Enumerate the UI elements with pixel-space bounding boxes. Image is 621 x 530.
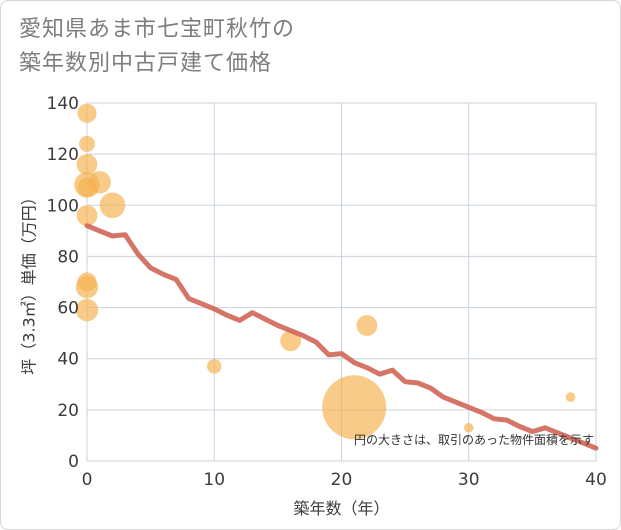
data-bubble <box>75 298 99 322</box>
data-bubble <box>79 135 95 152</box>
data-bubble <box>76 153 98 175</box>
data-bubble <box>207 359 222 374</box>
x-tick-label: 20 <box>331 470 353 490</box>
x-axis-title: 築年数（年） <box>293 499 389 518</box>
y-tick-label: 140 <box>47 94 79 114</box>
chart-title-line-1: 愛知県あま市七宝町秋竹の <box>19 17 296 42</box>
tick-labels: 0 10 20 30 40 0 20 40 60 80 100 120 140 <box>47 94 607 490</box>
data-bubble <box>280 330 301 352</box>
data-bubble <box>77 103 97 123</box>
y-tick-label: 120 <box>47 145 79 165</box>
x-tick-label: 40 <box>585 470 607 490</box>
y-tick-label: 0 <box>68 452 79 472</box>
x-tick-label: 0 <box>82 470 93 490</box>
data-bubble <box>75 275 99 299</box>
data-bubble <box>565 392 576 402</box>
bubble-size-note: 円の大きさは、取引のあった物件面積を示す <box>354 432 594 447</box>
data-bubble <box>99 192 126 219</box>
x-tick-label: 30 <box>458 470 480 490</box>
bubble-layer <box>74 103 576 440</box>
data-bubble <box>322 375 387 440</box>
y-tick-label: 40 <box>57 350 79 370</box>
chart-title-line-2: 築年数別中古戸建て価格 <box>19 51 273 76</box>
y-axis-title: 坪（3.3㎡）単価（万円） <box>20 189 39 374</box>
trend-line <box>84 223 599 451</box>
data-bubble <box>88 171 111 194</box>
data-bubble <box>76 205 98 226</box>
chart-title: 愛知県あま市七宝町秋竹の 築年数別中古戸建て価格 <box>19 13 295 81</box>
data-bubble <box>356 315 378 336</box>
y-tick-label: 20 <box>57 401 79 421</box>
y-tick-label: 80 <box>57 247 79 267</box>
y-tick-label: 60 <box>57 299 79 319</box>
trend-line-layer <box>84 223 599 451</box>
data-bubble <box>463 422 474 433</box>
y-tick-label: 100 <box>47 196 79 216</box>
x-tick-label: 10 <box>203 470 225 490</box>
